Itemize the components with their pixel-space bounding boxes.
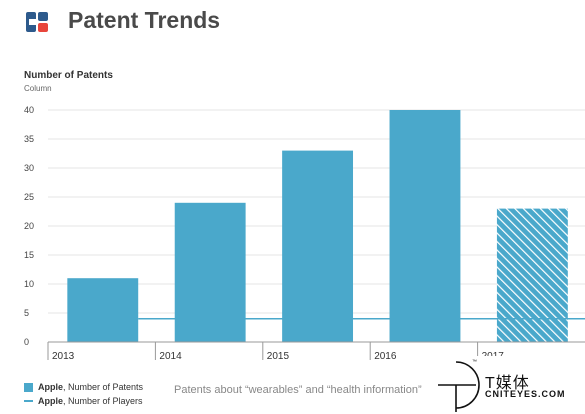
legend: Apple, Number of Patents Apple, Number o…: [24, 380, 143, 408]
y-tick-label: 40: [24, 105, 34, 115]
y-tick-label: 10: [24, 279, 34, 289]
x-tick-label: 2016: [374, 351, 397, 362]
y-axis-sublabel: Column: [24, 84, 52, 93]
watermark-cn: T媒体: [485, 375, 530, 392]
x-tick-label: 2015: [267, 351, 290, 362]
legend-item-players-label: , Number of Players: [63, 396, 143, 406]
bar-2014: [174, 202, 246, 342]
legend-item-players: Apple, Number of Players: [24, 394, 143, 408]
y-tick-label: 0: [24, 337, 29, 347]
y-tick-label: 30: [24, 163, 34, 173]
watermark-en: CNITEYES.COM: [485, 389, 566, 399]
y-tick-label: 35: [24, 134, 34, 144]
bar-2015: [282, 150, 354, 342]
legend-item-patents-company: Apple: [38, 382, 64, 392]
legend-swatch-bar: [24, 382, 33, 392]
brand-logo-icon: [26, 12, 48, 32]
watermark: ™ T媒体 CNITEYES.COM: [436, 356, 585, 414]
page-title: Patent Trends: [68, 7, 221, 33]
x-tick-label: 2014: [159, 351, 182, 362]
y-tick-label: 25: [24, 192, 34, 202]
watermark-logo-icon: [438, 361, 480, 412]
bar-2013: [67, 278, 139, 342]
y-tick-label: 15: [24, 250, 34, 260]
legend-item-patents: Apple, Number of Patents: [24, 380, 143, 394]
legend-swatch-line: [24, 400, 33, 402]
watermark-tm: ™: [472, 359, 477, 365]
bar-2017: [496, 208, 568, 342]
y-tick-label: 20: [24, 221, 34, 231]
legend-item-patents-label: , Number of Patents: [63, 382, 144, 392]
x-tick-label: 2013: [52, 351, 75, 362]
y-axis-label: Number of Patents: [24, 70, 113, 81]
chart-note: Patents about “wearables” and “health in…: [174, 384, 422, 396]
bar-2016: [389, 110, 461, 342]
y-tick-label: 5: [24, 308, 29, 318]
legend-item-players-company: Apple: [38, 396, 64, 406]
